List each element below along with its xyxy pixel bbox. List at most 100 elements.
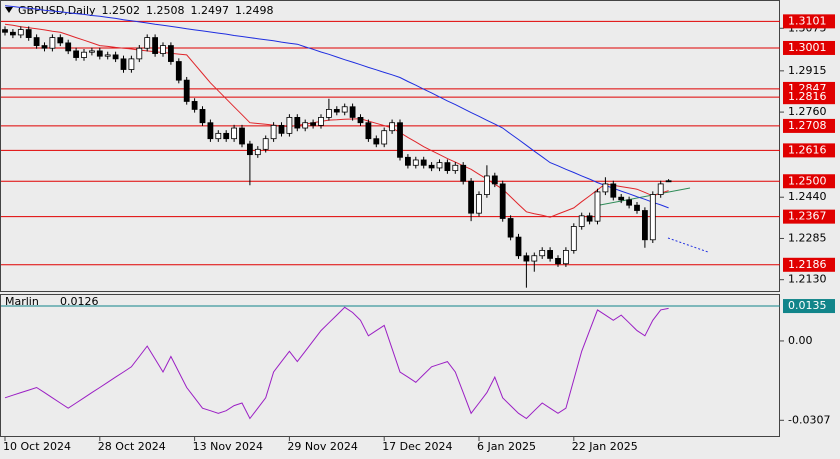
- candle-body: [602, 183, 609, 193]
- candle-body: [499, 183, 506, 219]
- candle-body: [420, 159, 427, 166]
- candle-body: [404, 156, 411, 166]
- candle-body: [33, 37, 40, 46]
- level-label: 1.2816: [788, 90, 827, 103]
- candle-body: [81, 51, 87, 58]
- level-label: 1.2186: [788, 258, 827, 271]
- candle-body: [152, 37, 159, 54]
- candle-body: [357, 117, 364, 124]
- candle-body: [578, 215, 585, 227]
- candle-body: [634, 204, 640, 211]
- x-tick-label: 6 Jan 2025: [477, 440, 536, 453]
- level-label: 1.3001: [788, 41, 827, 54]
- level-label: 1.2367: [788, 210, 827, 223]
- candle-body: [547, 250, 553, 259]
- candle-body: [642, 210, 648, 241]
- y-tick-label: 1.2130: [788, 273, 827, 286]
- candle-body: [318, 117, 324, 126]
- candle-body: [199, 109, 206, 124]
- candle-body: [294, 117, 301, 129]
- candle-body: [460, 164, 467, 182]
- candle-body: [278, 124, 285, 134]
- candle-body: [381, 130, 388, 145]
- x-tick-label: 28 Oct 2024: [98, 440, 166, 453]
- candle-body: [231, 127, 238, 140]
- candle-body: [96, 50, 103, 57]
- candle-body: [531, 255, 538, 262]
- high-label: 1.2508: [146, 4, 185, 17]
- y-tick-label: 0.00: [788, 334, 813, 347]
- candle-body: [262, 138, 269, 150]
- candle-body: [333, 109, 340, 113]
- candle-body: [468, 180, 475, 214]
- candle-body: [167, 45, 174, 62]
- candle-body: [191, 101, 198, 110]
- candle-body: [25, 29, 32, 38]
- candle-body: [563, 250, 569, 265]
- candle-body: [41, 45, 48, 49]
- candle-body: [286, 117, 293, 134]
- candle-body: [349, 106, 356, 118]
- y-tick-label: 1.2760: [788, 105, 827, 118]
- ma-projection: [667, 237, 709, 253]
- main-panel-frame: [0, 0, 780, 292]
- candle-body: [476, 194, 482, 214]
- candle-body: [610, 183, 617, 198]
- candle-body: [310, 122, 317, 126]
- candle-body: [594, 191, 601, 222]
- moving-average: [4, 5, 669, 209]
- candle-body: [649, 194, 656, 241]
- candle-body: [215, 132, 222, 140]
- candle-body: [444, 162, 451, 172]
- indicator-panel-frame: [0, 294, 780, 437]
- candle-body: [207, 122, 214, 140]
- candle-body: [570, 226, 577, 251]
- candle-body: [657, 183, 664, 195]
- candle-body: [49, 37, 56, 49]
- candle-body: [389, 122, 396, 132]
- x-tick-label: 17 Dec 2024: [382, 440, 452, 453]
- candle-body: [104, 54, 111, 57]
- candle-body: [2, 29, 8, 33]
- candle-body: [65, 42, 72, 52]
- x-tick-label: 22 Jan 2025: [572, 440, 638, 453]
- candle-body: [483, 175, 490, 195]
- candle-body: [144, 37, 151, 49]
- candle-body: [128, 58, 135, 70]
- candle-body: [491, 175, 498, 185]
- level-label-box: [783, 90, 835, 105]
- candle-body: [183, 79, 190, 102]
- candle-body: [373, 138, 380, 145]
- candle-body: [341, 106, 348, 113]
- candle-body: [325, 109, 332, 118]
- candle-body: [175, 61, 182, 81]
- candle-body: [539, 250, 546, 257]
- candle-body: [626, 199, 632, 206]
- symbol-label: GBPUSD,Daily: [18, 4, 96, 17]
- candle-body: [586, 215, 593, 222]
- candle-body: [365, 122, 372, 140]
- level-label-box: [783, 40, 835, 55]
- y-tick-label: 1.2440: [788, 190, 827, 203]
- candle-body: [73, 50, 79, 58]
- y-tick-label: 1.2285: [788, 231, 827, 244]
- candle-body: [160, 45, 166, 54]
- candle-body: [112, 54, 119, 60]
- candle-body: [239, 127, 245, 145]
- candle-body: [302, 122, 309, 129]
- moving-average: [4, 23, 669, 218]
- indicator-name: Marlin: [5, 295, 39, 308]
- candle-body: [436, 162, 443, 169]
- low-label: 1.2497: [191, 4, 230, 17]
- indicator-value: 0.0126: [60, 295, 99, 308]
- indicator-level-label: 0.0135: [788, 299, 827, 312]
- candle-body: [9, 31, 16, 36]
- level-label-box: [783, 174, 835, 189]
- level-label: 1.3101: [788, 14, 827, 27]
- candle-body: [412, 159, 419, 166]
- indicator-line: [4, 306, 669, 420]
- trend-line: [599, 187, 691, 206]
- candle-body: [223, 132, 230, 140]
- candle-body: [136, 47, 143, 60]
- x-tick-label: 29 Nov 2024: [287, 440, 357, 453]
